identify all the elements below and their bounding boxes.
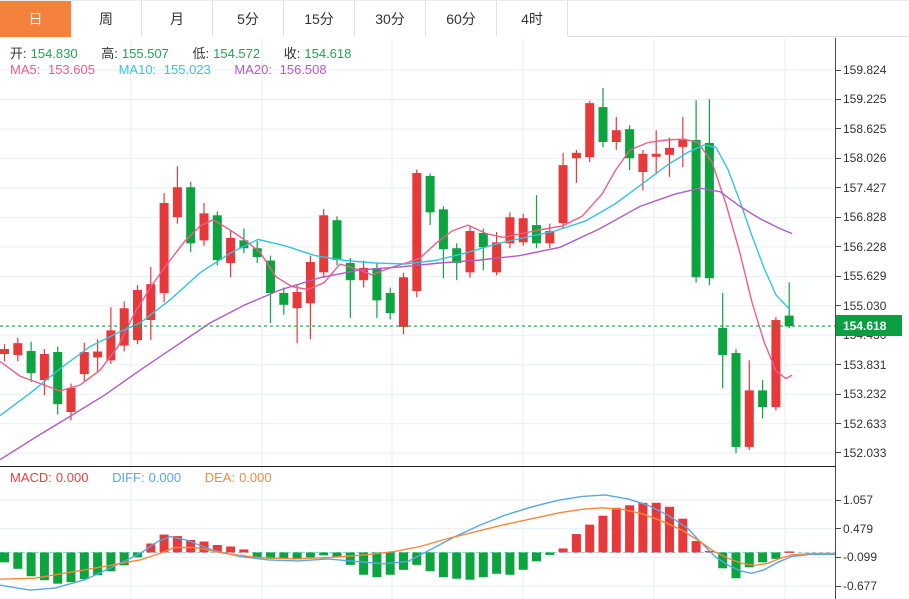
price-tick-label: 158.026 (836, 150, 886, 166)
price-tick-label: 152.633 (836, 416, 886, 432)
macd-chart[interactable] (0, 466, 835, 599)
timeframe-toolbar: 日周月 5分 15分 30分 60分 4时 (0, 0, 909, 37)
price-tick-label: 156.828 (836, 209, 886, 225)
tick-mark (836, 187, 841, 189)
tick-mark (836, 423, 841, 425)
timeframe-tab-7[interactable]: 4时 (497, 1, 568, 37)
tick-mark (836, 157, 841, 159)
tick-mark (836, 556, 841, 558)
price-tick-label: 153.232 (836, 386, 886, 402)
price-tick-label: 159.824 (836, 62, 886, 78)
tick-mark (836, 528, 841, 530)
candlestick-chart[interactable] (0, 38, 835, 466)
tick-mark (836, 305, 841, 307)
price-tick-label: 153.831 (836, 357, 886, 373)
tick-mark (836, 69, 841, 71)
tick-mark (836, 585, 841, 587)
tick-mark (836, 393, 841, 395)
timeframe-tab-0[interactable]: 日 (0, 1, 71, 37)
current-price-tag: 154.618 (836, 315, 902, 336)
macd-tick-label: -0.677 (836, 578, 877, 594)
tick-mark (836, 499, 841, 501)
tick-mark (836, 452, 841, 454)
price-tick-label: 158.625 (836, 121, 886, 137)
price-tick-label: 155.030 (836, 298, 886, 314)
macd-tick-label: -0.099 (836, 549, 877, 565)
timeframe-tab-3[interactable]: 5分 (213, 1, 284, 37)
price-tick-label: 152.033 (836, 445, 886, 461)
price-tick-label: 155.629 (836, 268, 886, 284)
timeframe-tab-4[interactable]: 15分 (284, 1, 355, 37)
macd-tick-label: 1.057 (836, 492, 873, 508)
tick-mark (836, 98, 841, 100)
tick-mark (836, 246, 841, 248)
price-tick-label: 157.427 (836, 180, 886, 196)
price-tick-label: 159.225 (836, 91, 886, 107)
price-axis: 154.618 159.824 159.225 158.625 158.026 157.… (835, 38, 909, 599)
timeframe-tab-2[interactable]: 月 (142, 1, 213, 37)
tick-mark (836, 275, 841, 277)
tick-mark (836, 128, 841, 130)
timeframe-tab-6[interactable]: 60分 (426, 1, 497, 37)
chart-area: 开: 154.830 高: 155.507 低: 154.572 收: 154.618 … (0, 38, 909, 599)
timeframe-tab-5[interactable]: 30分 (355, 1, 426, 37)
tick-mark (836, 364, 841, 366)
price-tick-label: 156.228 (836, 239, 886, 255)
timeframe-tab-1[interactable]: 周 (71, 1, 142, 37)
macd-tick-label: 0.479 (836, 521, 873, 537)
tick-mark (836, 216, 841, 218)
current-price-value: 154.618 (843, 318, 887, 333)
